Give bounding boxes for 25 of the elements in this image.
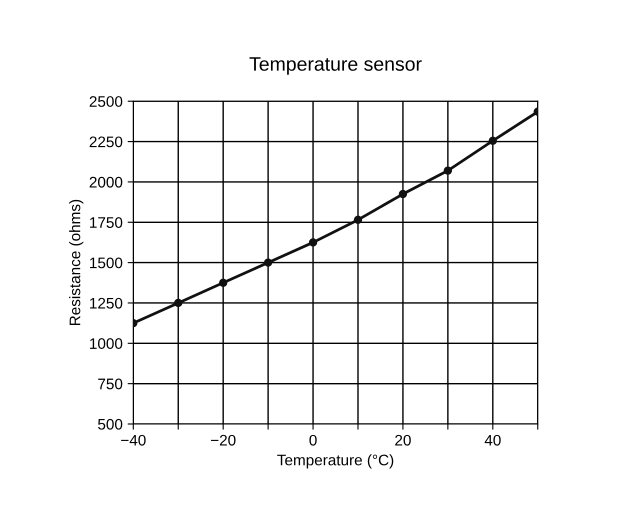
y-tick-label: 1000 [90, 338, 122, 349]
x-tick-label: −20 [210, 434, 236, 446]
point [264, 258, 272, 267]
y-tick-label: 750 [98, 378, 122, 390]
point [308, 238, 318, 247]
x-tick-label: 40 [484, 434, 501, 446]
point [174, 298, 182, 308]
y-tick-label: 2000 [90, 176, 122, 188]
x-tick-label: 20 [395, 434, 411, 446]
y-tick-label: 2500 [90, 96, 122, 107]
point [488, 136, 497, 145]
y-tick-label: 500 [98, 418, 122, 430]
chart-title: Temperature sensor [250, 57, 422, 75]
y-tick-label: 2250 [90, 136, 122, 148]
x-axis-title: Temperature (°C) [277, 454, 394, 468]
point [219, 278, 228, 287]
y-tick-label: 1500 [90, 257, 122, 268]
point [354, 216, 362, 224]
y-axis-title: Resistance (ohms) [69, 200, 84, 326]
x-tick-label: −40 [121, 434, 146, 446]
point [398, 190, 408, 198]
x-tick-label: 0 [309, 434, 317, 446]
y-tick-label: 1750 [90, 217, 122, 228]
y-tick-label: 1250 [90, 298, 122, 309]
point [444, 166, 452, 175]
